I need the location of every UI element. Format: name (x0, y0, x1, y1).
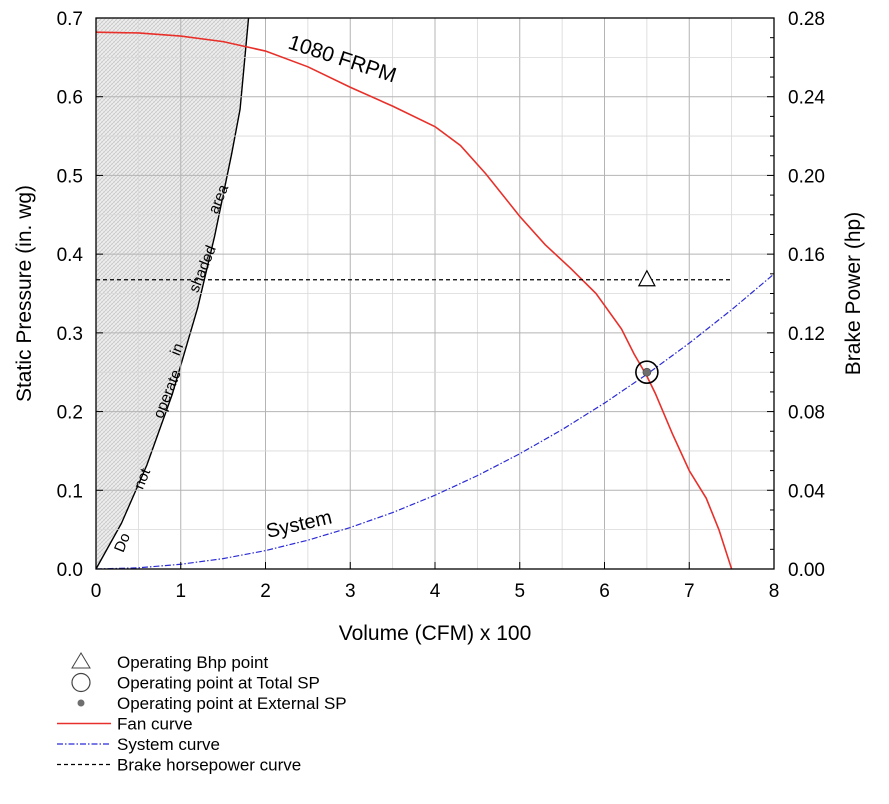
y2-tick-label: 0.24 (788, 88, 825, 109)
legend-label: Fan curve (117, 715, 193, 734)
legend-circle-icon (71, 672, 91, 693)
legend-label: System curve (117, 735, 220, 754)
shaded-boundary-line (95, 17, 250, 570)
ticks-group: 0 1 2 3 4 5 6 7 8 0.0 0.1 0.2 0.3 0.4 0.5 0.6 0.7 0.00 0.0… (57, 9, 826, 602)
x-tick-label: 6 (599, 581, 610, 602)
system-curve-label: System (264, 506, 334, 542)
y2-tick-label: 0.00 (788, 560, 825, 581)
y-tick-label: 0.6 (57, 88, 83, 109)
legend-label: Operating Bhp point (117, 653, 268, 672)
legend-group: Operating Bhp point Operating point at To… (57, 652, 347, 775)
y2-tick-label: 0.28 (788, 9, 825, 30)
grid-group (95, 17, 775, 570)
y-tick-label: 0.2 (57, 403, 83, 424)
fan-curve-label: 1080 FRPM (285, 31, 399, 87)
x-tick-label: 3 (345, 581, 356, 602)
y-tick-label: 0.1 (57, 481, 83, 502)
shaded-note-word: not (131, 465, 155, 491)
y2-axis-title: Brake Power (hp) (842, 212, 865, 375)
legend-label: Operating point at External SP (117, 694, 347, 713)
y-axis-title: Static Pressure (in. wg) (13, 185, 36, 402)
x-tick-label: 4 (430, 581, 441, 602)
y-tick-label: 0.0 (57, 560, 83, 581)
y2-tick-label: 0.04 (788, 481, 825, 502)
operating-total-sp-circle (635, 360, 659, 385)
operating-external-sp-dot (642, 367, 652, 377)
x-tick-label: 1 (175, 581, 186, 602)
shaded-note-word: Do (111, 531, 134, 555)
fan-curve-line (96, 31, 733, 569)
y-tick-label: 0.3 (57, 324, 83, 345)
x-tick-label: 2 (260, 581, 271, 602)
y2-tick-label: 0.16 (788, 245, 825, 266)
operating-bhp-triangle (637, 269, 656, 287)
y2-tick-label: 0.20 (788, 166, 825, 187)
y2-tick-label: 0.12 (788, 324, 825, 345)
x-tick-label: 8 (769, 581, 780, 602)
points-group (635, 269, 659, 385)
legend-dot-icon (77, 699, 85, 707)
x-tick-label: 7 (684, 581, 695, 602)
system-curve-line (96, 273, 774, 569)
series-group (96, 31, 774, 569)
y-tick-label: 0.4 (57, 245, 84, 266)
y-tick-label: 0.7 (57, 9, 83, 30)
x-tick-label: 5 (514, 581, 525, 602)
legend-triangle-icon (71, 652, 91, 669)
x-tick-label: 0 (91, 581, 102, 602)
y2-tick-label: 0.08 (788, 403, 825, 424)
legend-label: Brake horsepower curve (117, 756, 301, 775)
y-tick-label: 0.5 (57, 166, 83, 187)
x-axis-title: Volume (CFM) x 100 (339, 622, 532, 645)
legend-label: Operating point at Total SP (117, 674, 320, 693)
